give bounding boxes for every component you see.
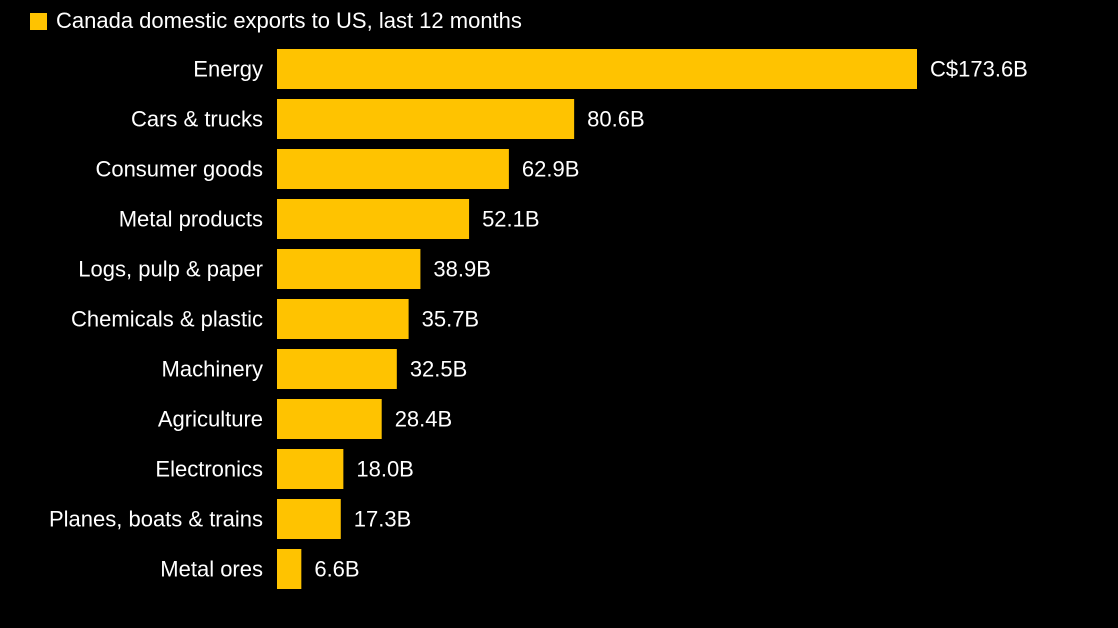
bar-row: Agriculture 28.4B xyxy=(158,399,452,439)
category-label: Logs, pulp & paper xyxy=(78,257,263,282)
category-label: Agriculture xyxy=(158,407,263,432)
category-label: Energy xyxy=(193,57,263,82)
value-label: 6.6B xyxy=(314,557,359,582)
bar-row: Energy C$173.6B xyxy=(193,49,1028,89)
category-label: Metal ores xyxy=(160,557,263,582)
bar-row: Metal products 52.1B xyxy=(119,199,540,239)
legend-label: Canada domestic exports to US, last 12 m… xyxy=(56,8,522,33)
category-label: Cars & trucks xyxy=(131,107,263,132)
bar-row: Cars & trucks 80.6B xyxy=(131,99,645,139)
value-label: 62.9B xyxy=(522,157,580,182)
category-label: Planes, boats & trains xyxy=(49,507,263,532)
bar xyxy=(277,299,409,339)
bar-row: Chemicals & plastic 35.7B xyxy=(71,299,479,339)
value-label: 38.9B xyxy=(433,257,491,282)
bar xyxy=(277,549,302,589)
category-label: Chemicals & plastic xyxy=(71,307,263,332)
chart-legend: Canada domestic exports to US, last 12 m… xyxy=(30,8,522,34)
value-label: 17.3B xyxy=(354,507,412,532)
bar-row: Planes, boats & trains 17.3B xyxy=(49,499,411,539)
bar xyxy=(277,449,344,489)
value-label: 35.7B xyxy=(422,307,480,332)
bar xyxy=(277,499,341,539)
bar xyxy=(277,99,575,139)
bar-row: Consumer goods 62.9B xyxy=(95,149,579,189)
bar-row: Electronics 18.0B xyxy=(155,449,414,489)
value-label: 28.4B xyxy=(395,407,453,432)
category-label: Metal products xyxy=(119,207,263,232)
category-label: Consumer goods xyxy=(95,157,263,182)
bar xyxy=(277,399,382,439)
bar xyxy=(277,249,421,289)
bar xyxy=(277,349,397,389)
bar-row: Logs, pulp & paper 38.9B xyxy=(78,249,491,289)
value-label: 80.6B xyxy=(587,107,645,132)
bar xyxy=(277,199,470,239)
bar-row: Machinery 32.5B xyxy=(162,349,468,389)
bar xyxy=(277,49,917,89)
value-label: 32.5B xyxy=(410,357,468,382)
bar xyxy=(277,149,509,189)
legend-swatch xyxy=(30,12,47,30)
bar-row: Metal ores 6.6B xyxy=(160,549,360,589)
category-label: Machinery xyxy=(162,357,263,382)
value-label: 52.1B xyxy=(482,207,540,232)
value-label: C$173.6B xyxy=(930,57,1028,82)
category-label: Electronics xyxy=(155,457,263,482)
value-label: 18.0B xyxy=(356,457,414,482)
